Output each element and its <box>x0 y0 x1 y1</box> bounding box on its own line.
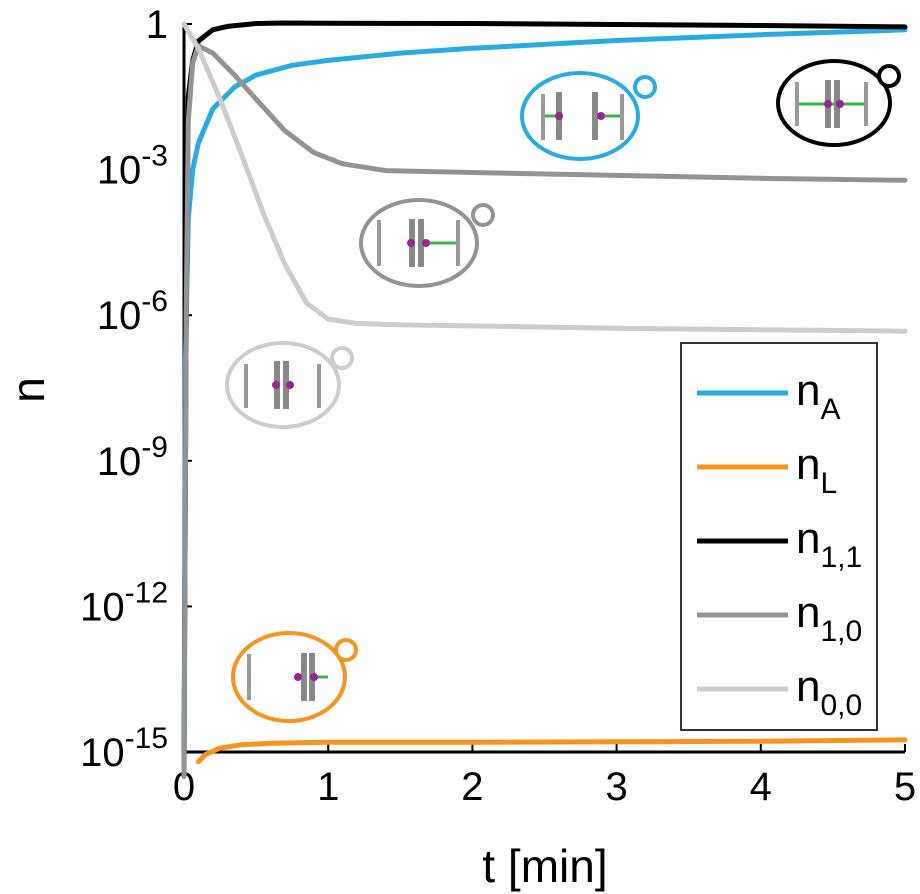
cell-diagram-black-icon <box>776 59 901 147</box>
cell-diagram-orange-icon <box>231 631 358 723</box>
cell-diagram-blue-icon <box>520 71 657 161</box>
x-tick-label: 1 <box>317 765 339 809</box>
legend-label: n0,0 <box>796 662 862 722</box>
series-line-0-0 <box>181 21 908 334</box>
x-axis-label: t [min] <box>482 840 607 892</box>
y-tick-label: 10-12 <box>80 576 168 629</box>
legend-label: n1,0 <box>796 588 862 648</box>
y-axis-ticks: 1 10-3 10-6 10-9 10-12 10-15 <box>80 3 192 775</box>
y-tick-label: 10-15 <box>80 722 168 775</box>
y-tick-label: 10-3 <box>97 140 168 193</box>
x-tick-label: 0 <box>173 765 195 809</box>
x-tick-label: 4 <box>750 765 772 809</box>
series-layer <box>181 20 908 779</box>
y-tick-label: 10-6 <box>97 285 168 338</box>
legend-label: nL <box>796 440 837 500</box>
series-line-A <box>181 27 908 779</box>
legend: nA nL n1,1 n1,0 n0,0 <box>680 342 878 731</box>
x-tick-label: 3 <box>605 765 627 809</box>
legend-box <box>680 342 878 731</box>
x-tick-label: 5 <box>894 765 916 809</box>
cell-diagram-gray-icon <box>359 198 495 288</box>
x-tick-label: 2 <box>461 765 483 809</box>
x-axis-ticks: 0 1 2 3 4 5 <box>173 744 916 809</box>
y-tick-label: 10-9 <box>97 431 168 484</box>
cell-diagram-lightgray-icon <box>225 341 354 429</box>
y-tick-label: 1 <box>146 3 168 47</box>
series-line-1-0 <box>181 43 908 779</box>
series-line-L <box>195 737 908 765</box>
legend-label: nA <box>796 366 841 426</box>
y-axis-label: n <box>2 377 54 403</box>
legend-label: n1,1 <box>796 514 862 574</box>
